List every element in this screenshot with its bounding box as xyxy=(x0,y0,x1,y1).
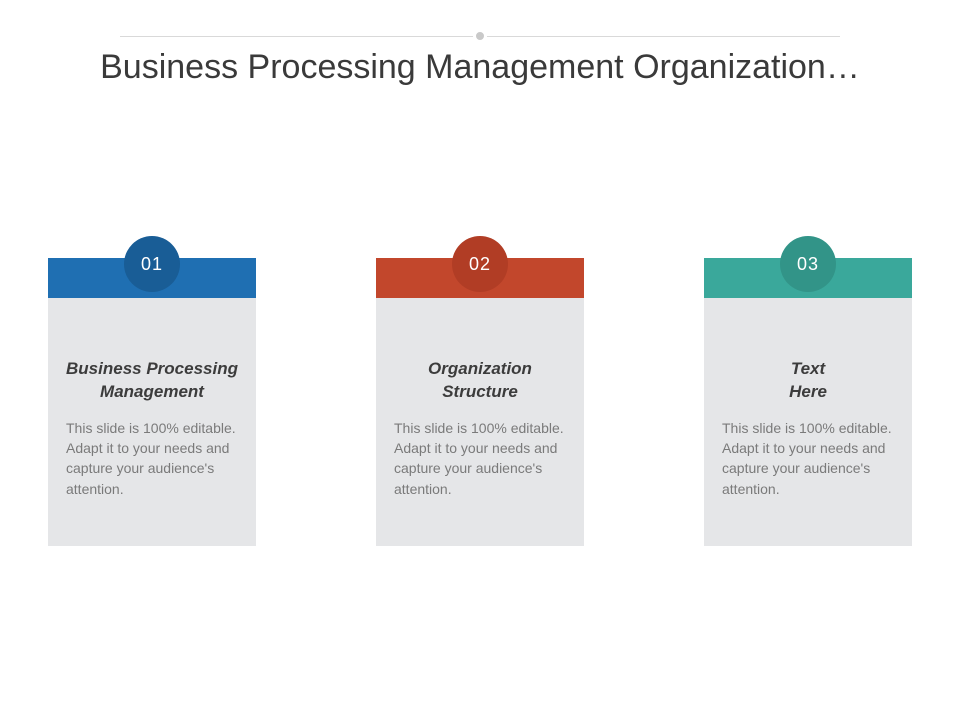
card-02-badge: 02 xyxy=(452,236,508,292)
card-01-description: This slide is 100% editable. Adapt it to… xyxy=(66,418,238,499)
card-01-badge: 01 xyxy=(124,236,180,292)
card-01-badge-text: 01 xyxy=(141,254,163,275)
card-03-description: This slide is 100% editable. Adapt it to… xyxy=(722,418,894,499)
card-02-body: Organization Structure This slide is 100… xyxy=(376,298,584,546)
card-01: 01 Business Processing Management This s… xyxy=(48,258,256,546)
card-02: 02 Organization Structure This slide is … xyxy=(376,258,584,546)
card-02-description: This slide is 100% editable. Adapt it to… xyxy=(394,418,566,499)
card-03: 03 Text Here This slide is 100% editable… xyxy=(704,258,912,546)
card-03-badge-text: 03 xyxy=(797,254,819,275)
card-03-body: Text Here This slide is 100% editable. A… xyxy=(704,298,912,546)
title-region: Business Processing Management Organizat… xyxy=(0,0,960,87)
card-01-body: Business Processing Management This slid… xyxy=(48,298,256,546)
title-divider-dot xyxy=(473,29,487,43)
card-03-badge: 03 xyxy=(780,236,836,292)
card-03-heading: Text Here xyxy=(722,358,894,404)
cards-row: 01 Business Processing Management This s… xyxy=(0,258,960,546)
card-02-heading: Organization Structure xyxy=(394,358,566,404)
card-02-badge-text: 02 xyxy=(469,254,491,275)
card-01-heading: Business Processing Management xyxy=(66,358,238,404)
